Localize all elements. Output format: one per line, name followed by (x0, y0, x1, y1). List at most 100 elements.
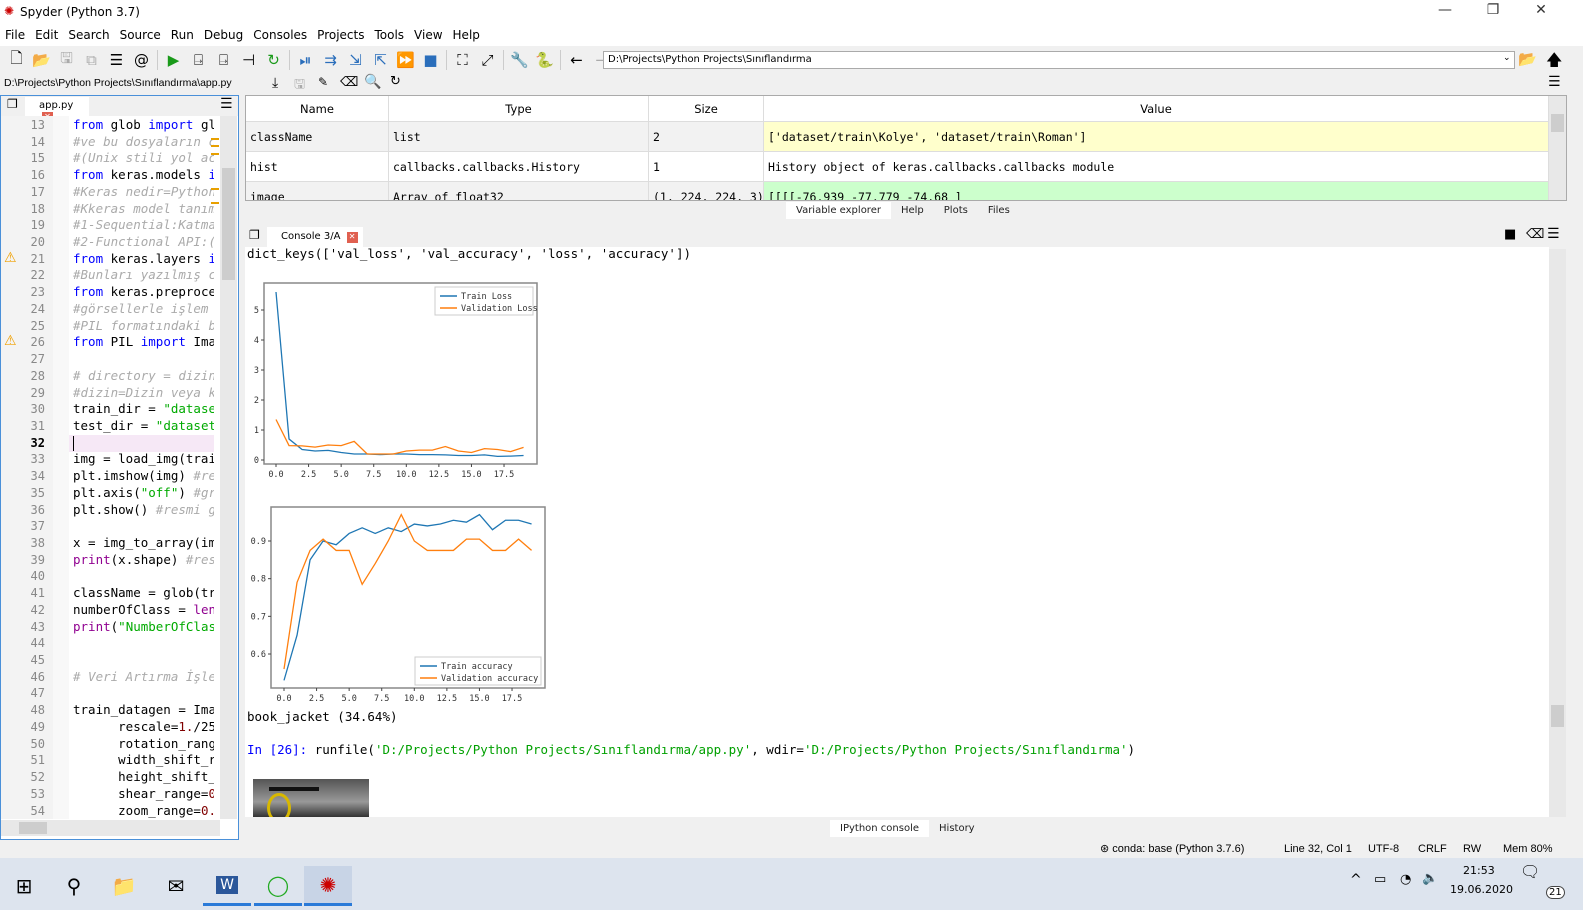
tab-ipython-console[interactable]: IPython console (830, 820, 930, 837)
clear-console-icon[interactable]: ⌫ (1526, 227, 1545, 242)
tab-help[interactable]: Help (900, 205, 924, 216)
save-data-icon[interactable]: 🖫 (294, 77, 306, 92)
notifications-icon[interactable]: 🗨 (1520, 862, 1541, 881)
menu-help[interactable]: Help (452, 28, 480, 42)
variable-size-cell[interactable]: 2 (649, 122, 764, 152)
run-cell-icon[interactable]: ⍈ (193, 51, 203, 69)
at-icon[interactable]: @ (134, 51, 149, 69)
continue-icon[interactable]: ⏩ (396, 51, 415, 69)
battery-icon[interactable]: ▭ (1374, 872, 1387, 887)
menu-consoles[interactable]: Consoles (253, 28, 308, 42)
start-button-icon[interactable]: ⊞ (15, 874, 33, 898)
rerun-icon[interactable]: ↻ (267, 51, 280, 69)
volume-icon[interactable]: 🔈 (1422, 871, 1439, 886)
python-path-icon[interactable]: 🐍 (535, 51, 554, 69)
warning-icon[interactable]: ⚠ (4, 333, 17, 350)
column-header-size[interactable]: Size (649, 96, 764, 122)
menu-search[interactable]: Search (68, 28, 110, 42)
restore-button[interactable]: ❐ (1486, 2, 1500, 18)
variable-name-cell[interactable]: image (246, 182, 389, 200)
back-icon[interactable]: ← (570, 51, 583, 69)
clock-time[interactable]: 21:53 (1463, 864, 1495, 877)
stop-kernel-icon[interactable]: ■ (1504, 227, 1517, 242)
ipython-console[interactable]: dict_keys(['val_loss', 'val_accuracy', '… (245, 246, 1549, 817)
options-menu-icon[interactable]: ☰ (1547, 226, 1560, 242)
fullscreen-icon[interactable]: ⤢ (481, 51, 494, 69)
variable-size-cell[interactable]: (1, 224, 224, 3) (649, 182, 764, 200)
tab-files[interactable]: Files (987, 205, 1010, 216)
run-cell-advance-icon[interactable]: ⍈ (218, 51, 228, 69)
menu-edit[interactable]: Edit (35, 28, 59, 42)
spyder-icon[interactable]: ✺ (304, 866, 352, 906)
code-area[interactable]: from glob import glob#ve bu dosyaların c… (69, 116, 214, 819)
editor-vertical-scrollbar[interactable] (220, 116, 237, 819)
browse-tabs-icon[interactable]: ❐ (7, 97, 18, 111)
variable-size-cell[interactable]: 1 (649, 152, 764, 182)
open-file-icon[interactable]: 📂 (32, 51, 51, 69)
browse-folder-icon[interactable]: 📂 (1518, 50, 1537, 68)
maximize-icon[interactable]: ⛶ (457, 51, 468, 69)
parent-directory-icon[interactable]: 🡅 (1546, 50, 1563, 69)
chevron-down-icon[interactable]: ⌄ (1503, 53, 1511, 63)
console-scrollbar[interactable] (1549, 249, 1566, 817)
menu-run[interactable]: Run (170, 28, 194, 42)
stop-icon[interactable]: ■ (423, 51, 438, 69)
run-icon[interactable]: ▶ (167, 51, 180, 69)
working-directory-input[interactable]: D:\Projects\Python Projects\Sınıflandırm… (603, 51, 1515, 69)
menu-file[interactable]: File (5, 28, 26, 42)
variable-type-cell[interactable]: Array of float32 (389, 182, 649, 200)
menu-source[interactable]: Source (119, 28, 161, 42)
menu-projects[interactable]: Projects (317, 28, 365, 42)
variable-value-cell[interactable]: [[[[-76.939 -77.779 -74.68 ] (764, 182, 1549, 200)
variable-value-cell[interactable]: History object of keras.callbacks.callba… (764, 152, 1549, 182)
variable-type-cell[interactable]: list (389, 122, 649, 152)
options-menu-icon[interactable]: ☰ (1548, 74, 1561, 90)
outline-icon[interactable]: ☰ (109, 51, 124, 69)
tab-history[interactable]: History (939, 823, 975, 834)
tab-plots[interactable]: Plots (943, 205, 968, 216)
options-menu-icon[interactable]: ☰ (220, 96, 233, 112)
variable-name-cell[interactable]: className (246, 122, 389, 152)
tab-variable-explorer[interactable]: Variable explorer (786, 202, 891, 219)
wifi-icon[interactable]: ◔ (1400, 872, 1412, 887)
browse-tabs-icon[interactable]: ❐ (249, 228, 260, 242)
scrollbar-thumb[interactable] (222, 168, 235, 280)
step-icon[interactable]: ⇉ (324, 51, 337, 69)
column-header-type[interactable]: Type (389, 96, 649, 122)
search-icon[interactable]: 🔍 (364, 74, 382, 90)
mail-icon[interactable]: ✉ (167, 874, 185, 898)
editor-horizontal-scrollbar[interactable] (1, 820, 220, 836)
run-selection-icon[interactable]: ⊣ (241, 51, 256, 69)
clock-date[interactable]: 19.06.2020 (1450, 883, 1513, 896)
preferences-icon[interactable]: 🔧 (510, 51, 529, 69)
file-explorer-icon[interactable]: 📁 (111, 874, 137, 898)
variable-explorer-scrollbar[interactable] (1549, 96, 1566, 200)
variable-value-cell[interactable]: ['dataset/train\Kolye', 'dataset/train\R… (764, 122, 1549, 152)
column-header-value[interactable]: Value (764, 96, 1549, 122)
step-return-icon[interactable]: ⇱ (374, 51, 387, 69)
menu-tools[interactable]: Tools (374, 28, 405, 42)
eraser-icon[interactable]: ⌫ (340, 75, 359, 90)
import-data-icon[interactable]: ⤓ (272, 75, 279, 91)
menu-view[interactable]: View (414, 28, 443, 42)
close-tab-icon[interactable]: ✕ (346, 232, 358, 243)
tab-app-py[interactable]: app.py ✕ (25, 97, 89, 123)
word-icon[interactable]: W (203, 866, 251, 906)
refresh-icon[interactable]: ↻ (390, 74, 401, 89)
minimize-button[interactable]: — (1438, 2, 1452, 18)
variable-type-cell[interactable]: callbacks.callbacks.History (389, 152, 649, 182)
save-as-icon[interactable]: ✎ (318, 75, 329, 89)
debug-icon[interactable]: ⏯ (299, 51, 312, 69)
menu-debug[interactable]: Debug (203, 28, 244, 42)
variable-name-cell[interactable]: hist (246, 152, 389, 182)
show-hidden-icons[interactable]: ^ (1350, 872, 1362, 888)
save-icon[interactable]: 🖫 (60, 48, 73, 67)
save-all-icon[interactable]: ⧉ (86, 51, 97, 69)
step-into-icon[interactable]: ⇲ (349, 51, 362, 69)
warning-icon[interactable]: ⚠ (4, 249, 17, 266)
column-header-name[interactable]: Name (246, 96, 389, 122)
new-file-icon[interactable]: 🗋 (10, 48, 23, 67)
close-button[interactable]: ✕ (1535, 2, 1547, 18)
scrollbar-thumb[interactable] (19, 822, 47, 834)
search-icon[interactable]: ⚲ (66, 874, 82, 898)
